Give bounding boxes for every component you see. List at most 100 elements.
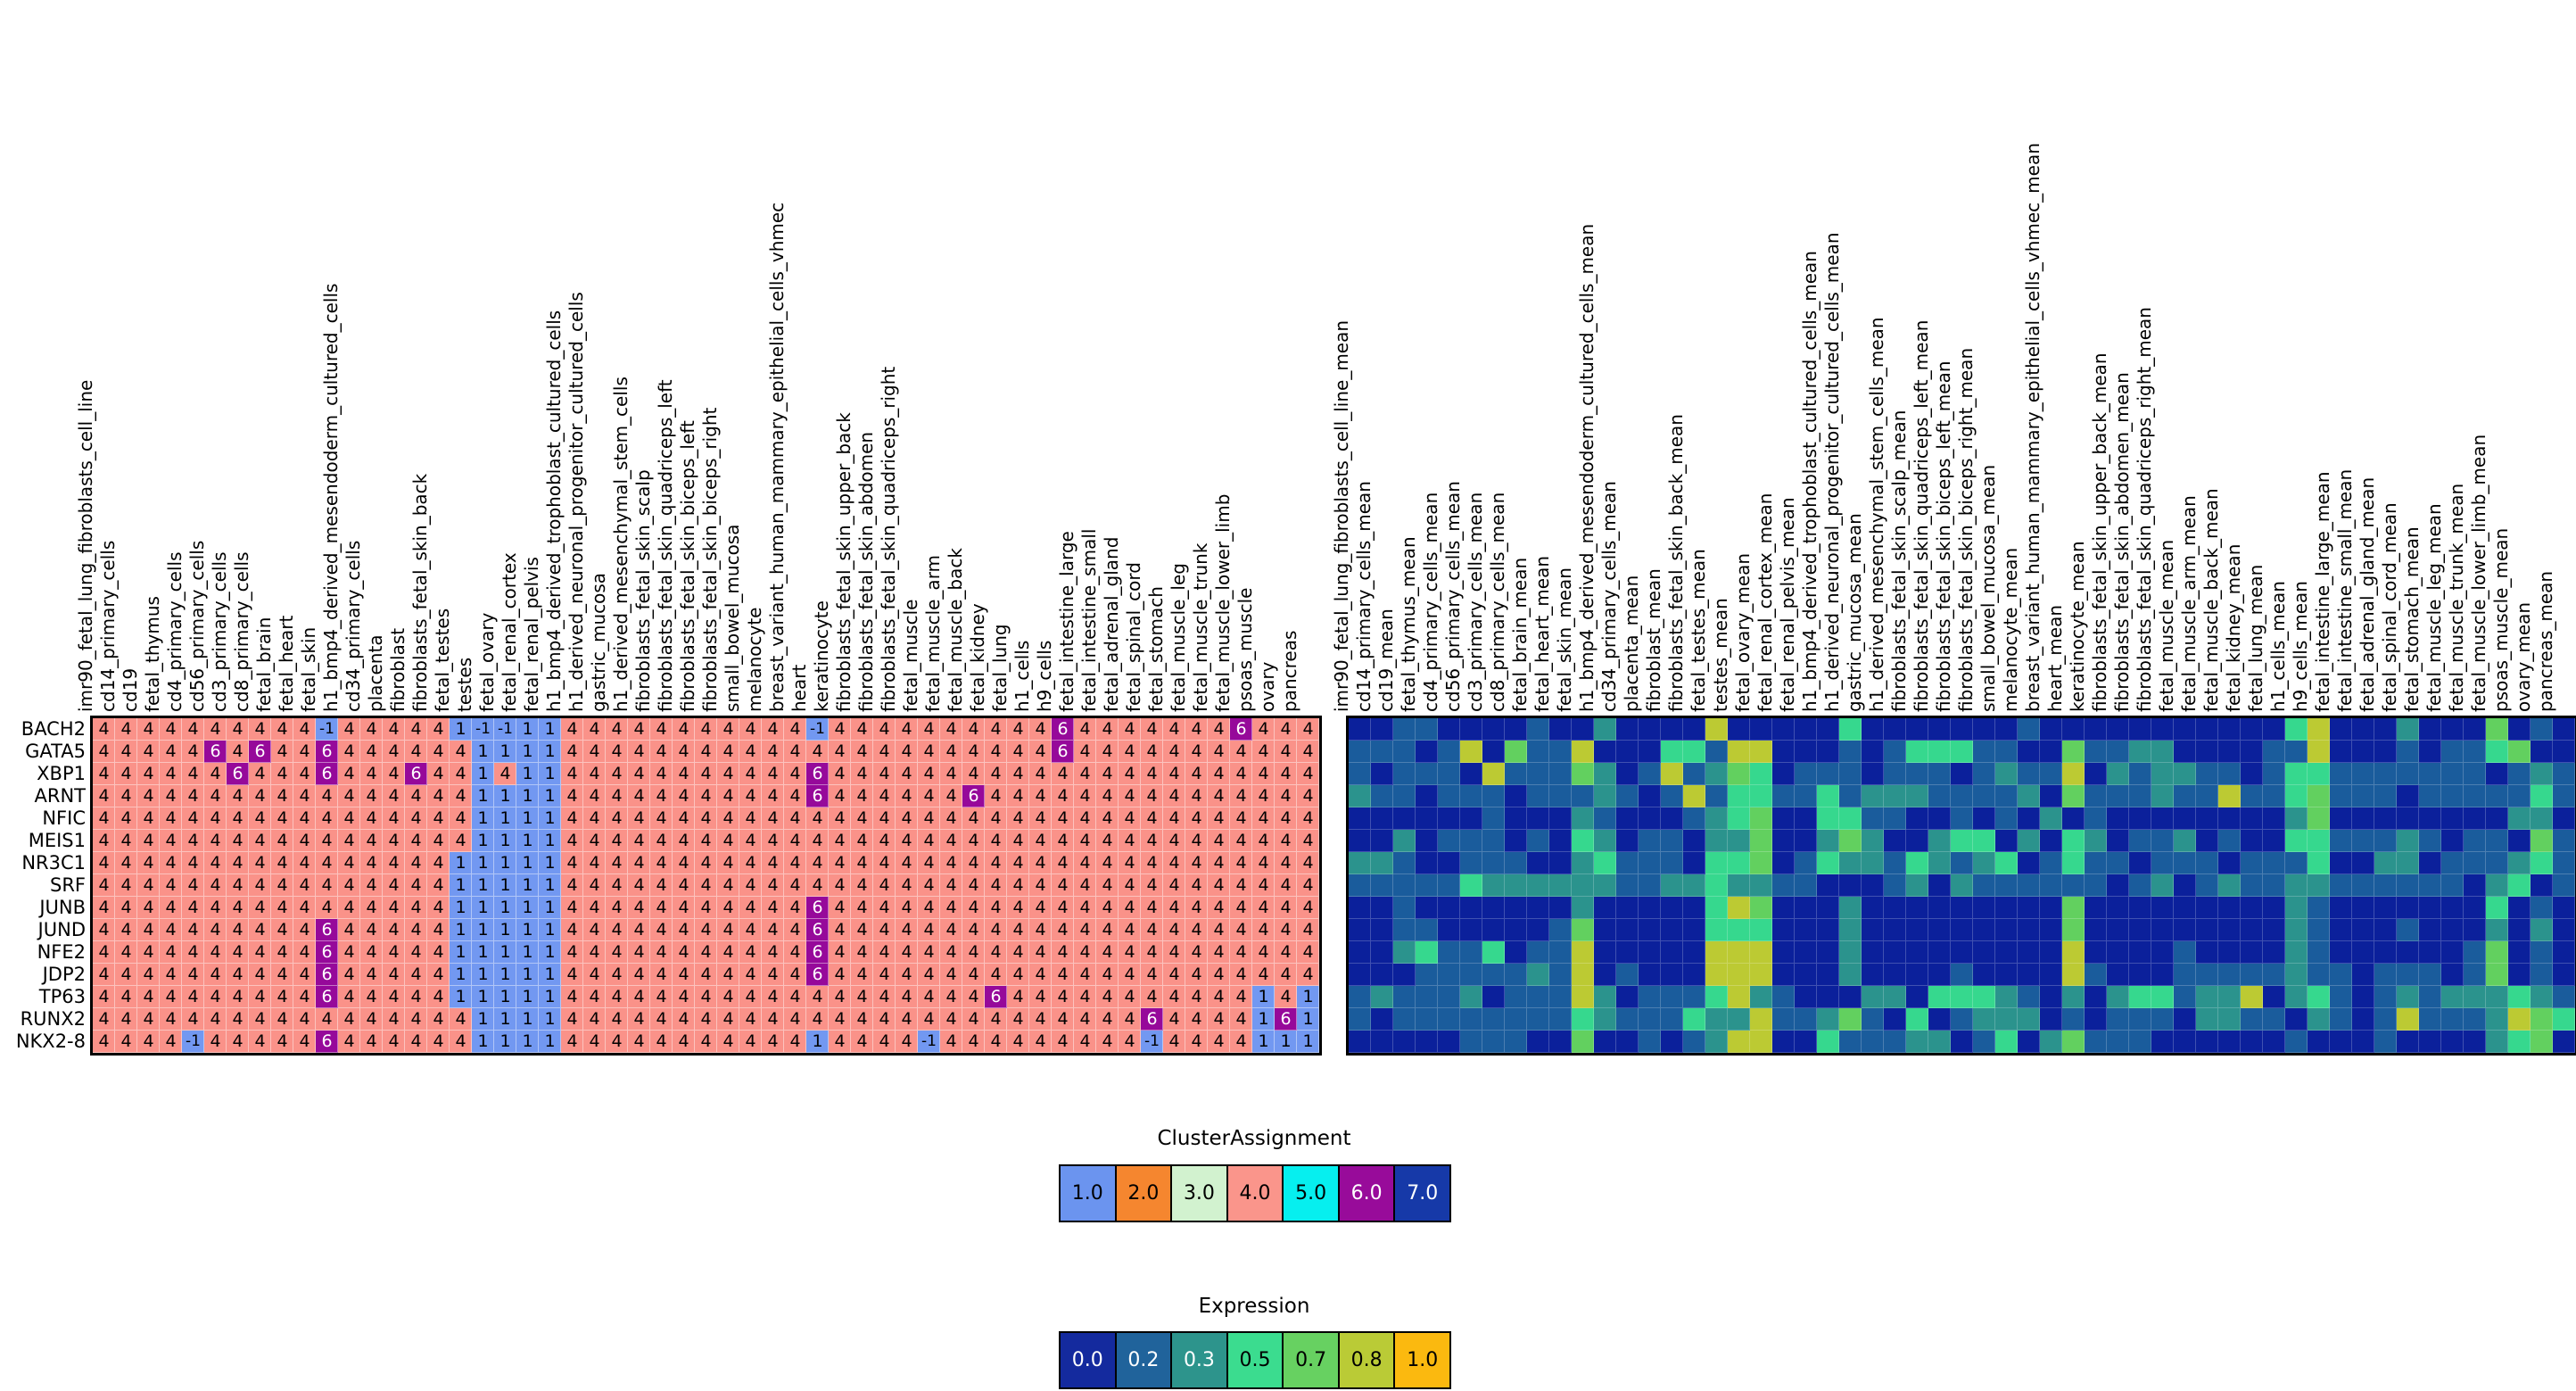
expression-cell xyxy=(1928,763,1951,785)
expression-cell xyxy=(1772,830,1795,852)
expression-cell xyxy=(2397,941,2419,964)
cluster-cell: 4 xyxy=(93,964,115,986)
cluster-cell: 4 xyxy=(249,964,271,986)
tissue-mean-column-label: fetal_muscle_trunk_mean xyxy=(2445,483,2467,712)
expression-cell xyxy=(1616,1008,1639,1031)
expression-cell xyxy=(1349,919,1371,941)
cluster-cell: 1 xyxy=(1297,1031,1319,1053)
cluster-cell: 4 xyxy=(405,919,427,941)
cluster-cell: 4 xyxy=(940,741,962,763)
cluster-cell: 4 xyxy=(583,1031,606,1053)
cluster-cell: 4 xyxy=(1208,763,1230,785)
expression-cell xyxy=(2374,807,2397,830)
cluster-cell: 4 xyxy=(1052,874,1074,897)
expression-cell xyxy=(2018,741,2040,763)
expression-cell xyxy=(2196,830,2218,852)
cluster-cell: 1 xyxy=(516,1008,539,1031)
tissue-column-label: fibroblast xyxy=(386,627,409,712)
cluster-cell: 4 xyxy=(1297,718,1319,741)
cluster-cell: 4 xyxy=(293,1008,316,1031)
expression-cell xyxy=(1460,785,1482,807)
expression-cell xyxy=(2018,1031,2040,1053)
cluster-cell: 4 xyxy=(1141,897,1163,919)
expression-cell xyxy=(1906,763,1928,785)
cluster-cell: 4 xyxy=(93,830,115,852)
cluster-cell: 4 xyxy=(940,1031,962,1053)
expression-cell xyxy=(1995,852,2018,874)
cluster-cell: 4 xyxy=(115,874,137,897)
cluster-cell: 4 xyxy=(673,718,695,741)
expression-cell xyxy=(1371,1031,1393,1053)
cluster-cell: 4 xyxy=(427,830,450,852)
expression-cell xyxy=(1572,964,1594,986)
cluster-cell: 4 xyxy=(1252,785,1275,807)
expression-cell xyxy=(1460,830,1482,852)
expression-cell xyxy=(1951,763,1973,785)
expression-cell xyxy=(1416,830,1438,852)
cluster-cell: 4 xyxy=(338,986,360,1008)
tissue-mean-column-label: h1_cells_mean xyxy=(2266,581,2289,712)
expression-cell xyxy=(1572,741,1594,763)
cluster-cell: 4 xyxy=(628,964,650,986)
expression-cell xyxy=(1750,785,1772,807)
expression-cell xyxy=(1862,941,1884,964)
cluster-cell: 4 xyxy=(427,852,450,874)
tissue-column-label: cd34_primary_cells xyxy=(342,540,364,712)
cluster-cell: 4 xyxy=(1029,919,1052,941)
tissue-column-label: fibroblasts_fetal_skin_back xyxy=(409,473,431,712)
expression-cell xyxy=(2419,897,2441,919)
expression-cell xyxy=(1416,941,1438,964)
tissue-column-label: ovary xyxy=(1256,661,1278,712)
expression-cell xyxy=(1973,941,1995,964)
expression-cell xyxy=(1393,1031,1416,1053)
cluster-cell: 4 xyxy=(762,852,784,874)
expression-cell xyxy=(2441,718,2464,741)
expression-cell xyxy=(1906,874,1928,897)
cluster-cell: 4 xyxy=(293,830,316,852)
cluster-cell: 4 xyxy=(405,830,427,852)
expression-cell xyxy=(2107,874,2129,897)
expression-cell xyxy=(1482,1008,1505,1031)
cluster-cell: 4 xyxy=(338,830,360,852)
expression-cell xyxy=(2107,964,2129,986)
cluster-cell: 6 xyxy=(316,919,338,941)
expression-cell xyxy=(2441,785,2464,807)
expression-cell xyxy=(2062,919,2085,941)
cluster-cell: 4 xyxy=(1185,986,1208,1008)
cluster-cell: 1 xyxy=(539,852,561,874)
tissue-mean-column-label: fibroblasts_fetal_skin_biceps_left_mean xyxy=(1932,360,1954,712)
expression-cell xyxy=(2129,807,2151,830)
cluster-cell: 1 xyxy=(539,718,561,741)
expression-cell xyxy=(2374,919,2397,941)
expression-cell xyxy=(1616,897,1639,919)
expression-cell xyxy=(1594,964,1616,986)
cluster-cell: 4 xyxy=(1163,1008,1185,1031)
expression-cell xyxy=(2330,941,2352,964)
cluster-cell: 4 xyxy=(1119,897,1141,919)
expression-cell xyxy=(1661,785,1683,807)
cluster-cell: 4 xyxy=(360,874,383,897)
expression-cell xyxy=(2308,741,2330,763)
cluster-cell: 1 xyxy=(472,964,494,986)
expression-cell xyxy=(1750,964,1772,986)
expression-cell xyxy=(1661,830,1683,852)
cluster-cell: -1 xyxy=(806,718,829,741)
cluster-cell: 4 xyxy=(739,1031,762,1053)
expression-cell xyxy=(1371,763,1393,785)
cluster-cell: 4 xyxy=(427,919,450,941)
cluster-cell: 4 xyxy=(784,763,806,785)
cluster-cell: 1 xyxy=(450,852,472,874)
expression-cell xyxy=(1505,718,1527,741)
cluster-cell: 4 xyxy=(1096,741,1119,763)
cluster-cell: 4 xyxy=(561,986,583,1008)
cluster-cell: 4 xyxy=(583,874,606,897)
expression-cell xyxy=(2218,986,2241,1008)
cluster-cell: 4 xyxy=(137,897,160,919)
expression-cell xyxy=(1371,1008,1393,1031)
expression-cell xyxy=(1995,919,2018,941)
expression-cell xyxy=(2241,741,2263,763)
expression-cell xyxy=(1482,830,1505,852)
expression-cell xyxy=(1594,807,1616,830)
cluster-cell: 4 xyxy=(829,852,851,874)
cluster-cell: 4 xyxy=(1252,919,1275,941)
